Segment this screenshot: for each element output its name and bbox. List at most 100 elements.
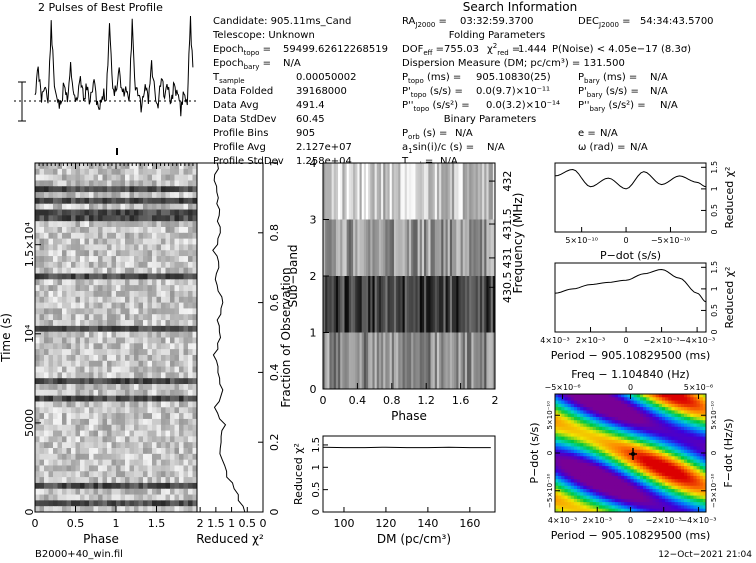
fraction-chi2-ytick-label: 0.2 [268, 433, 281, 451]
time-phase-cell [156, 308, 162, 315]
p-pdot-cell [624, 466, 628, 470]
time-phase-cell [134, 244, 139, 251]
time-phase-cell [125, 401, 130, 408]
time-phase-cell [93, 238, 99, 245]
p-pdot-cell [570, 462, 575, 467]
time-phase-cell [152, 442, 157, 449]
time-phase-cell [170, 244, 175, 251]
dm-chi2-ytick-label: 0 [311, 509, 322, 515]
time-phase-cell [107, 488, 112, 495]
subband-cell [376, 276, 380, 333]
p-pdot-cell [630, 407, 635, 411]
p-pdot-cell [614, 446, 619, 451]
time-phase-cell [170, 215, 175, 222]
time-phase-cell [174, 180, 180, 187]
time-phase-cell [147, 279, 153, 286]
p-pdot-cell [665, 449, 669, 454]
subband-cell [479, 163, 483, 220]
time-phase-cell [183, 226, 189, 234]
time-phase-cell [192, 360, 198, 367]
p-pdot-cell [671, 479, 675, 483]
time-phase-cell [89, 226, 94, 234]
time-phase-cell [161, 244, 166, 251]
p-pdot-cell [570, 423, 575, 428]
time-phase-cell [165, 314, 171, 321]
p-pdot-cell [589, 453, 594, 457]
time-phase-cell [183, 250, 189, 257]
subband-cell [441, 276, 444, 333]
time-phase-cell [120, 448, 126, 455]
time-phase-cell [134, 308, 139, 315]
p-pdot-cell [668, 482, 672, 487]
time-phase-cell [102, 267, 108, 274]
p-pdot-cell [599, 400, 603, 405]
time-phase-cell [35, 442, 40, 449]
subband-cell [469, 276, 472, 333]
p-pdot-cell [636, 495, 641, 500]
p-pdot-cell [561, 446, 565, 451]
p-pdot-cell [592, 482, 597, 487]
time-phase-cell [57, 442, 63, 449]
p-pdot-cell [570, 482, 575, 487]
subband-cell [329, 163, 332, 220]
time-phase-cell [62, 418, 67, 426]
p-pdot-cell [583, 498, 587, 503]
p-pdot-cell [668, 453, 672, 457]
p-pdot-cell [627, 498, 631, 503]
time-phase-cell [107, 506, 112, 513]
time-phase-cell [161, 395, 166, 402]
time-phase-cell [129, 372, 135, 379]
pdot-chi2-line [554, 168, 707, 190]
time-phase-cell [75, 186, 81, 193]
subband-cell [391, 219, 395, 277]
time-phase-cell [39, 372, 45, 379]
time-phase-cell [179, 273, 184, 280]
p-pdot-cell [646, 436, 650, 441]
p-pdot-cell [567, 407, 572, 411]
time-phase-cell [107, 331, 112, 338]
info-candidate: Candidate: 905.11ms_Cand [213, 16, 351, 27]
p-pdot-cell [652, 394, 657, 398]
p-pdot-cell [583, 508, 587, 513]
subband-cell [323, 332, 326, 390]
time-phase-cell [120, 430, 126, 437]
p-pdot-cell [677, 439, 682, 444]
p-pdot-cell [577, 416, 581, 421]
p-pdot-cell [665, 403, 669, 408]
time-phase-cell [57, 459, 63, 466]
time-phase-cell [39, 349, 45, 356]
time-phase-cell [129, 337, 135, 344]
p-pdot-cell [567, 413, 572, 418]
p-pdot-cell [627, 495, 631, 500]
time-phase-cell [125, 506, 130, 513]
p-pdot-cell [558, 472, 562, 477]
time-phase-cell [138, 349, 144, 356]
p-pdot-cell [649, 420, 653, 424]
time-phase-cell [89, 349, 94, 356]
time-phase-cell [89, 168, 94, 176]
p-pdot-cell [636, 466, 641, 470]
subband-cell [372, 219, 375, 277]
p-pdot-cell [558, 420, 562, 424]
p-pdot-cell [677, 426, 682, 431]
p-pdot-cell [671, 407, 675, 411]
time-phase-cell [138, 256, 144, 263]
time-phase-cell [107, 168, 112, 176]
p-pdot-cell [621, 416, 625, 421]
p-pdot-cell [621, 485, 625, 490]
p-pdot-cell [567, 426, 572, 431]
subband-cell [323, 163, 326, 220]
p-pdot-cell [652, 413, 657, 418]
time-phase-cell [89, 244, 94, 251]
time-phase-cell [165, 343, 171, 350]
time-phase-cell [143, 430, 148, 437]
p-pdot-cell [583, 456, 587, 460]
p-pdot-cell [633, 416, 638, 421]
time-phase-cell [89, 279, 94, 286]
time-phase-cell [111, 506, 117, 513]
p-pdot-cell [605, 397, 609, 401]
subband-cell [372, 276, 375, 333]
time-phase-cell [35, 401, 40, 408]
time-phase-cell [138, 209, 144, 216]
time-phase-cell [48, 360, 54, 367]
